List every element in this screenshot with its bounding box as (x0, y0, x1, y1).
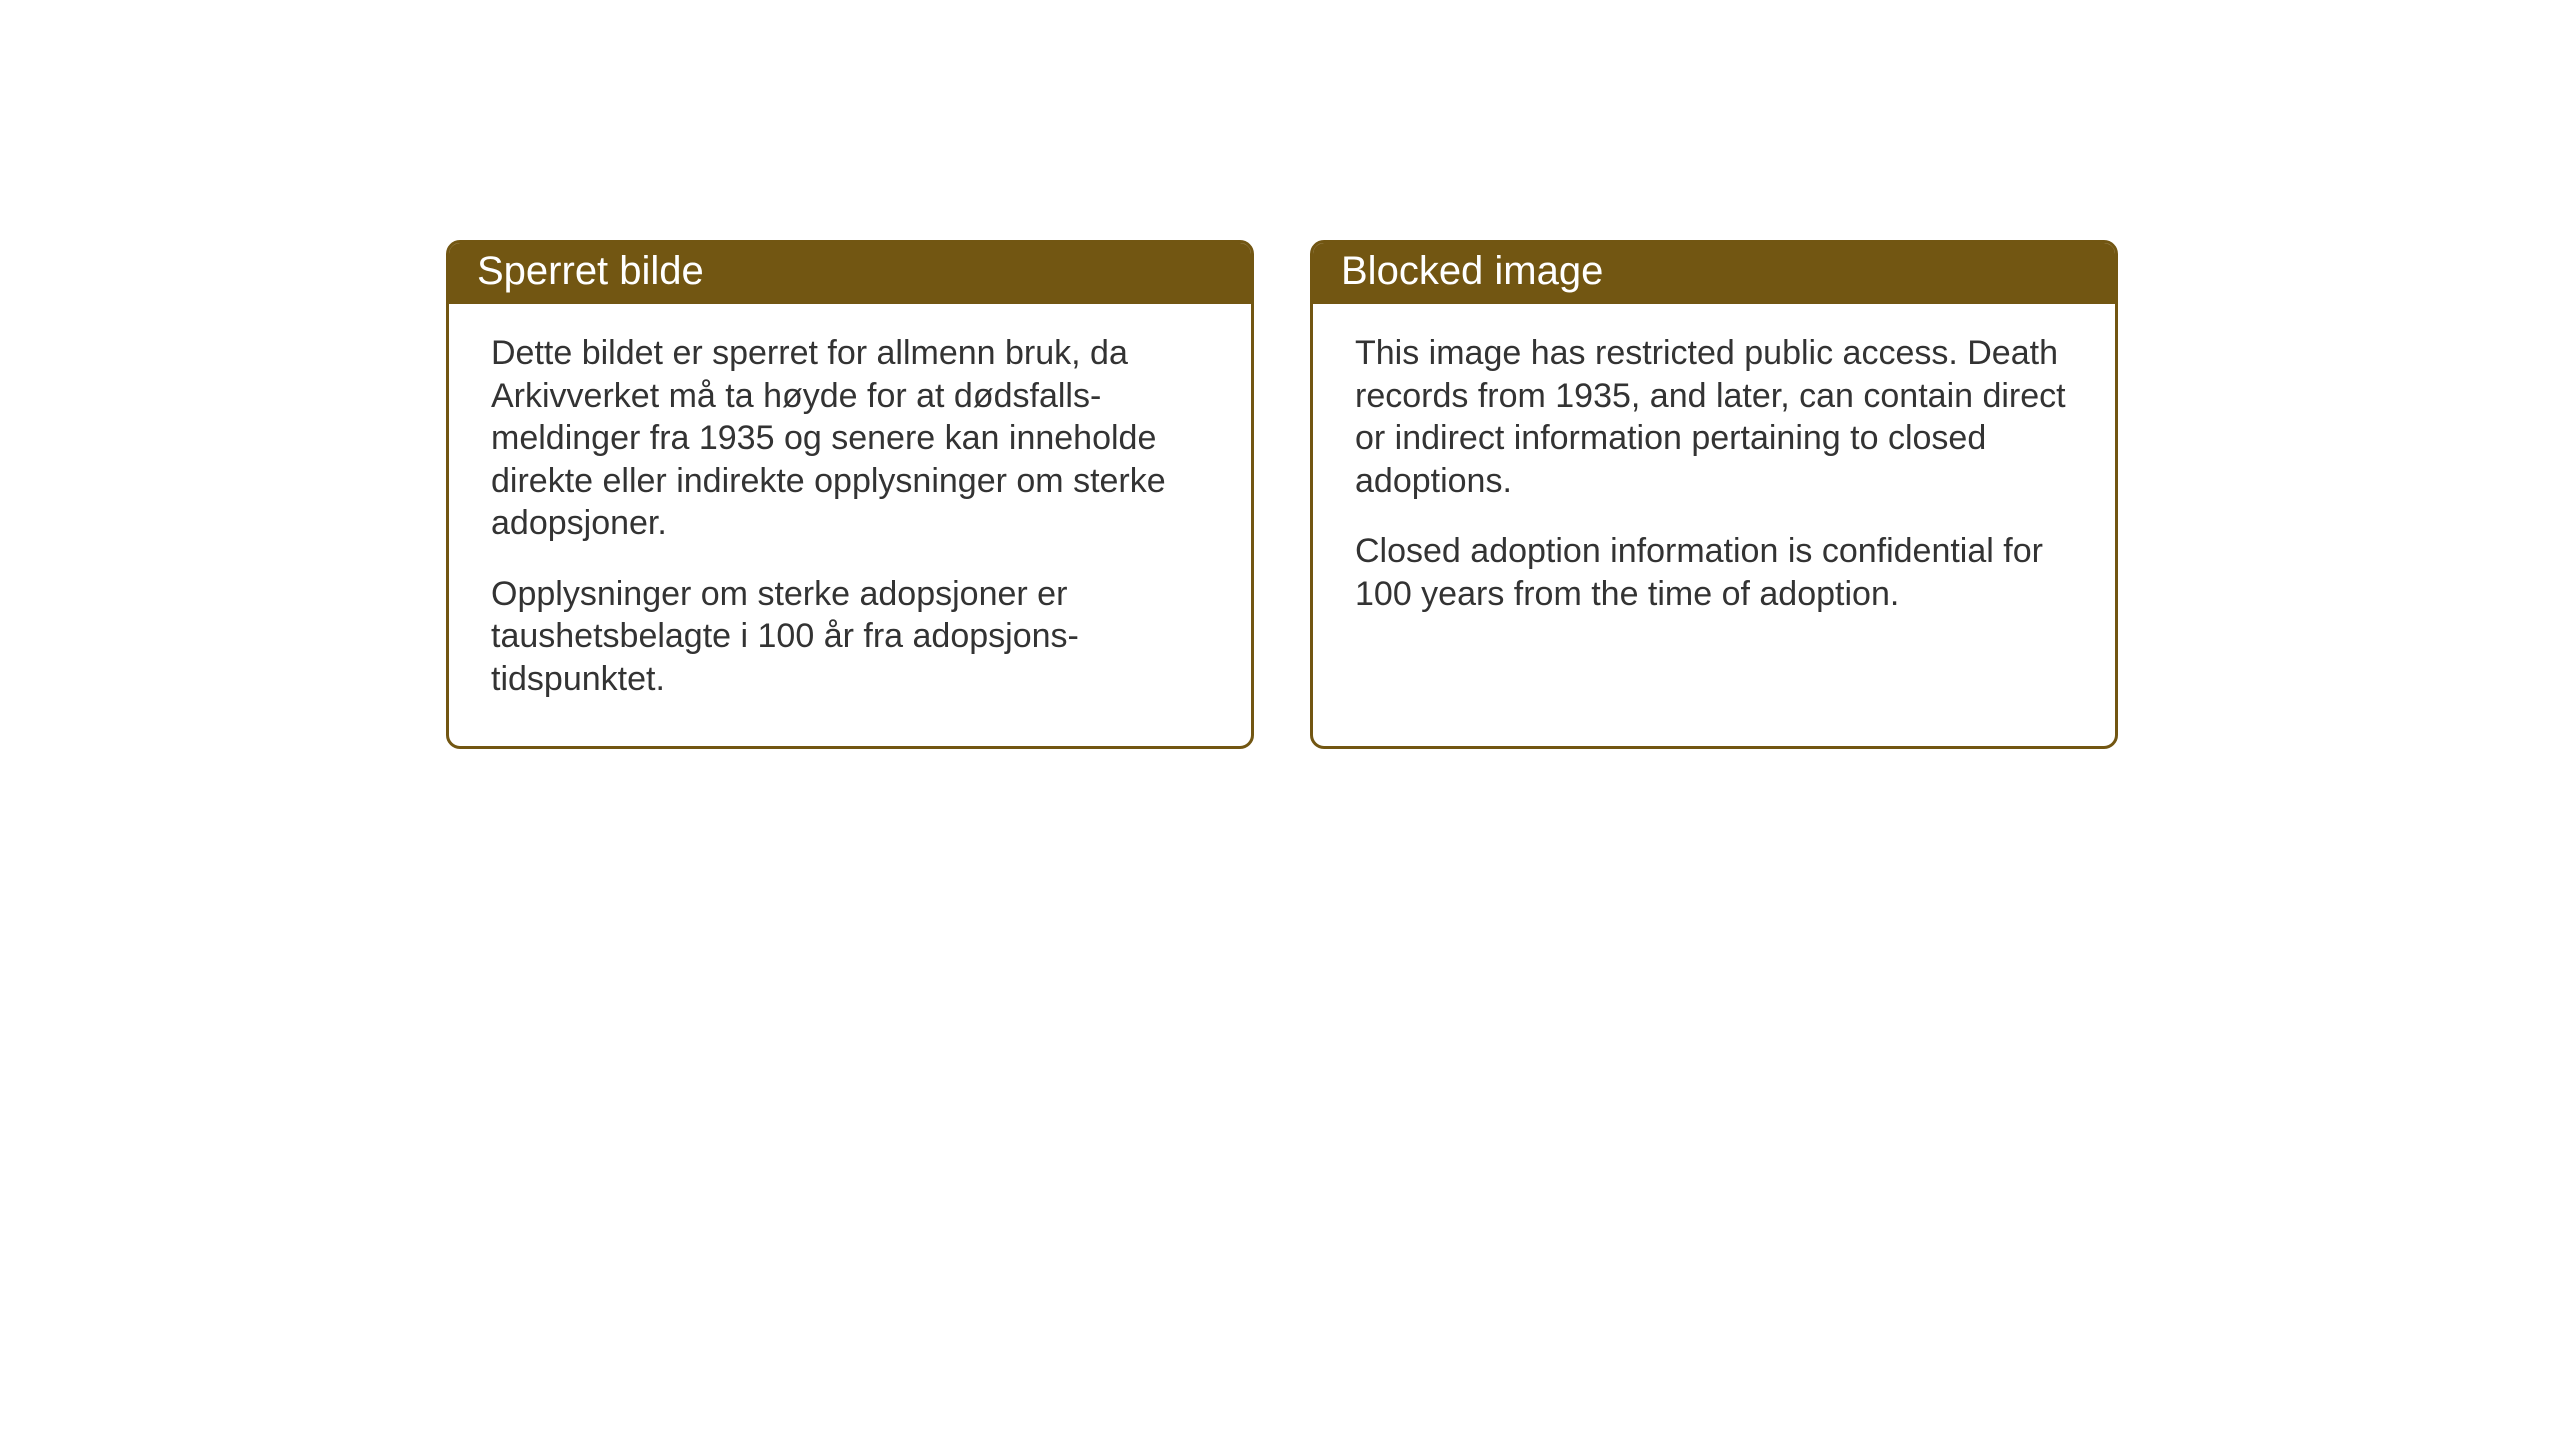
norwegian-notice-card: Sperret bilde Dette bildet er sperret fo… (446, 240, 1254, 749)
english-notice-card: Blocked image This image has restricted … (1310, 240, 2118, 749)
norwegian-paragraph-1: Dette bildet er sperret for allmenn bruk… (491, 332, 1209, 545)
norwegian-paragraph-2: Opplysninger om sterke adopsjoner er tau… (491, 573, 1209, 701)
norwegian-card-title: Sperret bilde (449, 243, 1251, 304)
english-paragraph-1: This image has restricted public access.… (1355, 332, 2073, 502)
english-paragraph-2: Closed adoption information is confident… (1355, 530, 2073, 615)
notice-container: Sperret bilde Dette bildet er sperret fo… (0, 0, 2560, 749)
norwegian-card-body: Dette bildet er sperret for allmenn bruk… (449, 304, 1251, 746)
english-card-body: This image has restricted public access.… (1313, 304, 2115, 661)
english-card-title: Blocked image (1313, 243, 2115, 304)
